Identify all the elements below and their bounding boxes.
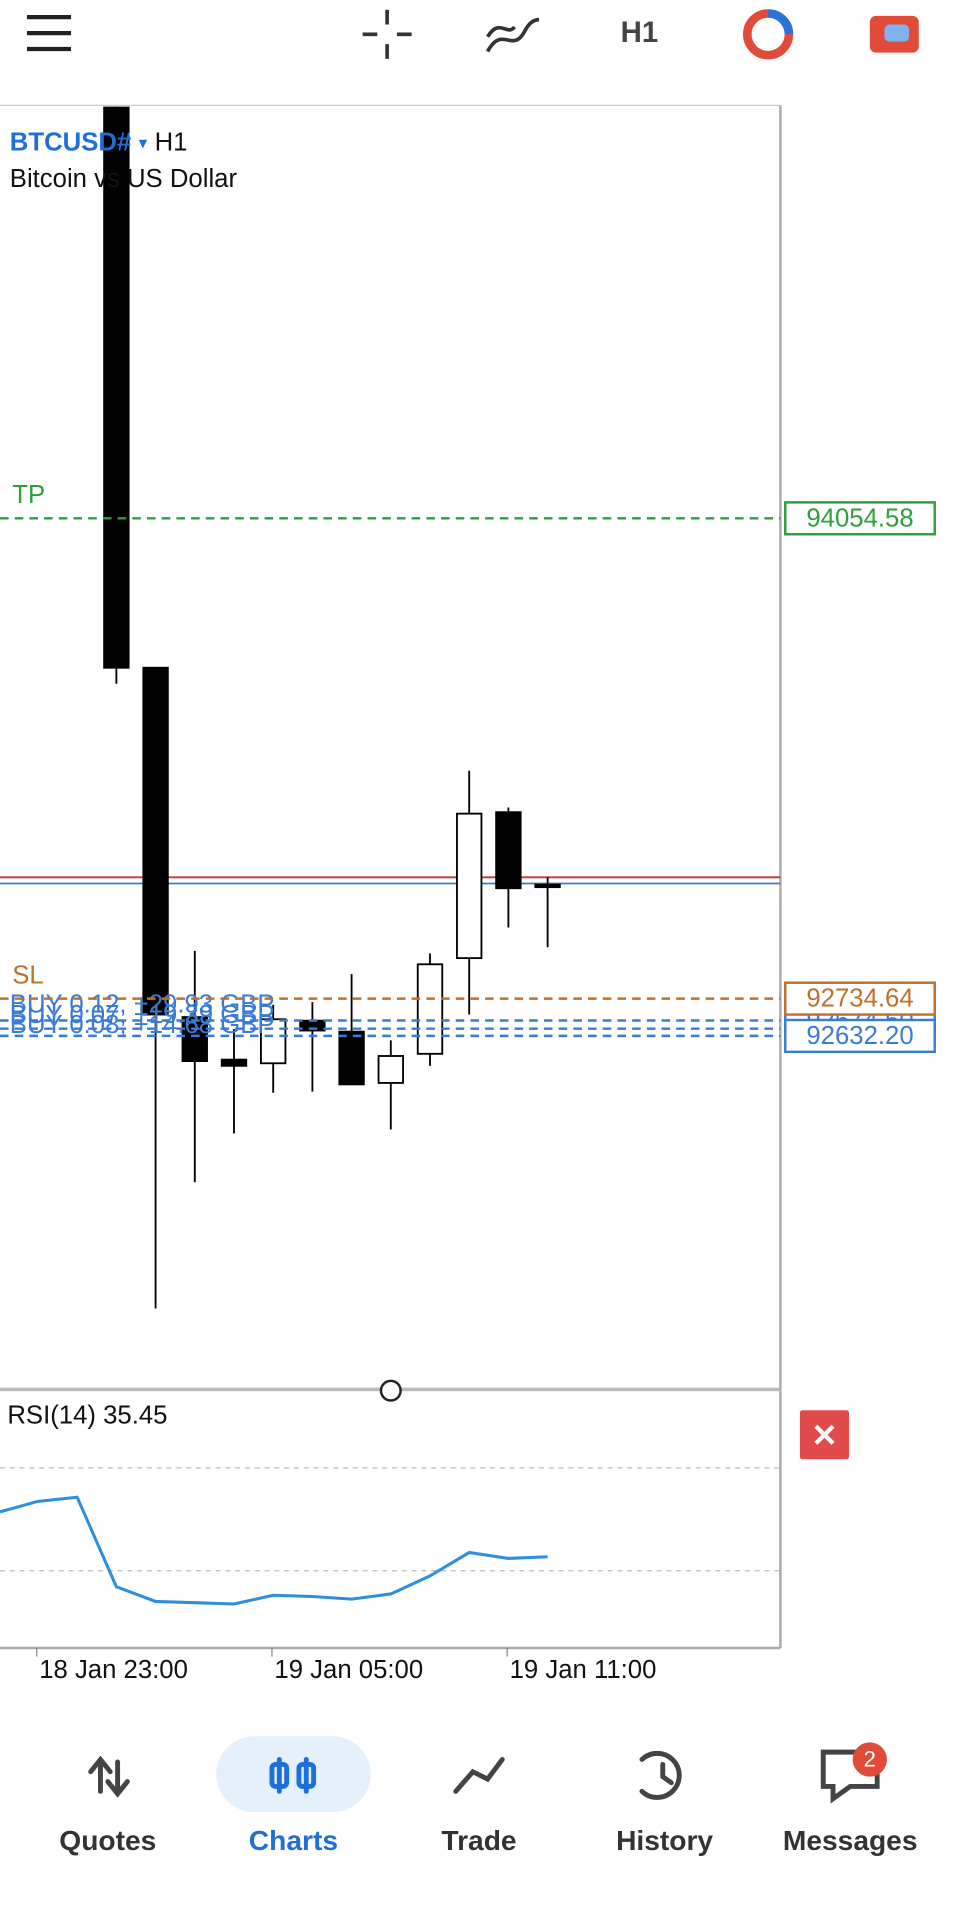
symbol-name[interactable]: BTCUSD# <box>10 128 131 156</box>
nav-label: Quotes <box>59 1824 156 1856</box>
price-tag <box>784 1018 936 1054</box>
menu-button[interactable] <box>26 15 72 52</box>
candle-body <box>495 811 522 890</box>
rsi-title: RSI(14) 35.45 <box>7 1401 167 1429</box>
nav-active-pill <box>216 1736 371 1813</box>
candle-body <box>103 106 130 669</box>
nav-icon <box>296 1761 317 1789</box>
rsi-line <box>0 1495 548 1606</box>
nav-label: History <box>616 1824 713 1856</box>
nav-item[interactable]: Quotes <box>59 1755 156 1856</box>
position-label: BUY 0.08, +14.68 GBP <box>10 1011 275 1039</box>
price-tag-label: 92632.20 <box>806 1022 913 1050</box>
nav-item[interactable]: History <box>616 1750 713 1856</box>
x-tick-label: 19 Jan 05:00 <box>274 1656 423 1684</box>
crosshair-button[interactable] <box>362 9 412 59</box>
candle-body <box>377 1055 404 1084</box>
nav-label: Trade <box>441 1824 516 1856</box>
badge-count: 2 <box>864 1747 876 1772</box>
price-tag <box>784 981 936 1016</box>
position-label: BUY 0.07, +19.39 GBP <box>10 1001 275 1029</box>
candle-body <box>338 1030 365 1086</box>
level-label: TP <box>12 481 45 509</box>
candle-body <box>534 883 561 889</box>
timeframe-button[interactable]: H1 <box>621 16 659 49</box>
trade-button[interactable] <box>869 15 919 53</box>
nav-icon <box>453 1757 505 1794</box>
close-indicator-button[interactable] <box>799 1410 849 1460</box>
candle-body <box>260 1018 287 1065</box>
nav-item[interactable]: Charts <box>216 1736 371 1856</box>
symbol-timeframe: H1 <box>155 128 188 156</box>
symbol-description: Bitcoin vs US Dollar <box>10 165 238 193</box>
nav-label: Charts <box>249 1824 338 1856</box>
rsi-name: RSI(14) <box>7 1401 96 1429</box>
indicators-button[interactable] <box>485 17 540 53</box>
candle-body <box>220 1058 248 1067</box>
x-tick-label: 18 Jan 23:00 <box>39 1656 188 1684</box>
nav-item[interactable]: Trade <box>441 1757 517 1856</box>
dropdown-arrow: ▾ <box>139 132 148 152</box>
nav-icon <box>639 1750 682 1800</box>
x-tick-label: 19 Jan 11:00 <box>510 1656 657 1684</box>
candle-body <box>416 963 444 1055</box>
badge <box>852 1742 887 1777</box>
nav-label: Messages <box>783 1824 918 1856</box>
level-label: SL <box>12 961 43 989</box>
nav-icon <box>269 1761 290 1789</box>
theme-button[interactable] <box>743 9 794 60</box>
candle-body <box>456 812 483 960</box>
symbol[interactable]: BTCUSD# ▾ H1 <box>10 128 188 156</box>
candle-body <box>142 666 169 1016</box>
resize-handle[interactable] <box>379 1379 402 1402</box>
candle-body <box>181 1016 208 1063</box>
nav-item[interactable]: Messages <box>783 1749 918 1856</box>
rsi-value: 35.45 <box>103 1401 167 1429</box>
position-label: BUY 0.12, +29.93 GBP <box>10 991 275 1019</box>
nav-icon <box>88 1755 130 1798</box>
price-tag-label: 94054.58 <box>806 504 913 532</box>
price-tag <box>784 501 936 536</box>
price-tag-label: 92734.64 <box>806 985 913 1013</box>
